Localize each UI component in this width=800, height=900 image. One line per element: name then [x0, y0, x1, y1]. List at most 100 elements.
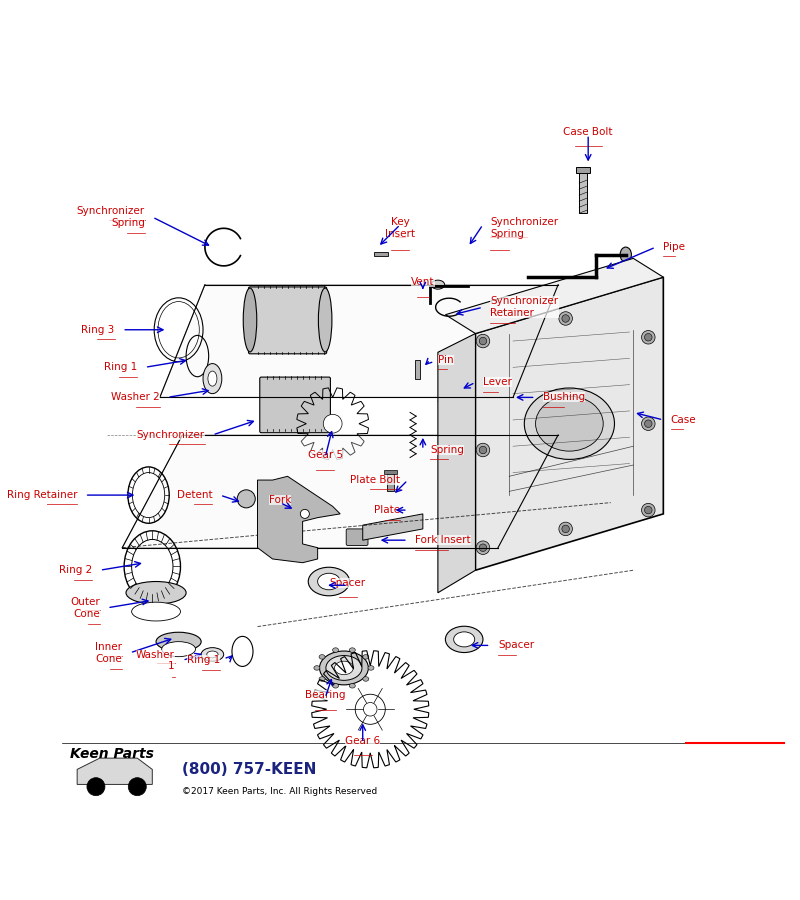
Circle shape: [645, 507, 652, 514]
Ellipse shape: [363, 677, 369, 681]
FancyBboxPatch shape: [260, 377, 330, 433]
Bar: [576, 167, 590, 174]
Text: Bearing: Bearing: [305, 690, 346, 700]
Ellipse shape: [162, 642, 195, 657]
Ellipse shape: [494, 395, 507, 404]
Ellipse shape: [308, 567, 350, 596]
Ellipse shape: [201, 648, 224, 662]
Circle shape: [476, 541, 490, 554]
Circle shape: [476, 443, 490, 457]
Text: ©2017 Keen Parts, Inc. All Rights Reserved: ©2017 Keen Parts, Inc. All Rights Reserv…: [182, 788, 378, 796]
Text: Case: Case: [671, 415, 697, 425]
Circle shape: [642, 503, 655, 517]
Ellipse shape: [243, 288, 257, 352]
Text: Synchronizer: Synchronizer: [137, 430, 205, 440]
Circle shape: [559, 522, 573, 536]
Bar: [579, 172, 586, 213]
Ellipse shape: [326, 655, 362, 680]
Ellipse shape: [203, 364, 222, 393]
Circle shape: [87, 778, 105, 796]
Text: Keen Parts: Keen Parts: [70, 747, 154, 761]
Text: Outer
Cone: Outer Cone: [70, 597, 100, 618]
Text: Inner
Cone: Inner Cone: [95, 642, 122, 663]
Text: Spacer: Spacer: [498, 641, 534, 651]
Ellipse shape: [126, 581, 186, 604]
Text: Washer 2: Washer 2: [111, 392, 160, 402]
Bar: [384, 470, 397, 474]
Text: Bushing: Bushing: [543, 392, 586, 402]
Ellipse shape: [355, 694, 386, 724]
Text: Key
Insert: Key Insert: [386, 217, 415, 239]
Circle shape: [645, 420, 652, 427]
Text: Washer
1: Washer 1: [136, 650, 175, 671]
Polygon shape: [438, 396, 475, 411]
Circle shape: [238, 490, 255, 508]
Bar: [374, 252, 387, 256]
Ellipse shape: [206, 651, 218, 658]
Ellipse shape: [350, 648, 355, 652]
Ellipse shape: [620, 248, 631, 262]
Text: Lever: Lever: [483, 377, 512, 387]
Ellipse shape: [208, 371, 217, 386]
Ellipse shape: [454, 400, 460, 407]
Text: Ring 2: Ring 2: [59, 565, 92, 575]
Text: Fork: Fork: [269, 495, 291, 505]
Text: Plate Bolt: Plate Bolt: [350, 475, 400, 485]
Text: Gear 6: Gear 6: [345, 735, 380, 745]
Text: Ring 1: Ring 1: [104, 363, 138, 373]
Ellipse shape: [300, 509, 310, 518]
Bar: [414, 360, 420, 379]
Text: Ring 3: Ring 3: [82, 325, 114, 335]
Circle shape: [479, 544, 486, 552]
Ellipse shape: [318, 573, 340, 590]
Circle shape: [645, 334, 652, 341]
Text: Pin: Pin: [438, 355, 454, 365]
Ellipse shape: [524, 388, 614, 459]
Circle shape: [562, 315, 570, 322]
Ellipse shape: [323, 414, 342, 433]
Ellipse shape: [319, 677, 325, 681]
Circle shape: [128, 778, 146, 796]
Circle shape: [562, 526, 570, 533]
Circle shape: [642, 417, 655, 430]
Text: Vent: Vent: [411, 277, 434, 287]
Text: Ring 1: Ring 1: [186, 655, 220, 665]
Text: Synchronizer
Spring: Synchronizer Spring: [490, 217, 558, 239]
Circle shape: [642, 330, 655, 344]
Ellipse shape: [132, 602, 181, 621]
Circle shape: [479, 338, 486, 345]
Polygon shape: [77, 758, 152, 785]
Polygon shape: [122, 435, 558, 548]
Ellipse shape: [156, 632, 201, 651]
Text: Pipe: Pipe: [663, 242, 686, 252]
Ellipse shape: [333, 648, 338, 652]
Ellipse shape: [431, 280, 445, 289]
Ellipse shape: [363, 703, 377, 716]
Polygon shape: [258, 476, 340, 562]
Text: Ring Retainer: Ring Retainer: [6, 491, 77, 500]
Text: Gear 5: Gear 5: [307, 450, 342, 460]
Ellipse shape: [314, 666, 320, 670]
Ellipse shape: [350, 684, 355, 688]
Circle shape: [559, 311, 573, 325]
Ellipse shape: [368, 666, 374, 670]
Circle shape: [476, 334, 490, 347]
Text: Case Bolt: Case Bolt: [563, 127, 613, 137]
Text: Plate: Plate: [374, 505, 400, 515]
Text: Spacer: Spacer: [330, 578, 366, 588]
Text: Synchronizer
Spring: Synchronizer Spring: [77, 206, 145, 228]
Bar: [386, 472, 394, 491]
Ellipse shape: [334, 662, 354, 675]
Polygon shape: [475, 277, 663, 571]
Polygon shape: [438, 334, 475, 593]
Text: Spring: Spring: [430, 445, 464, 455]
Circle shape: [479, 446, 486, 454]
Polygon shape: [362, 514, 423, 540]
Ellipse shape: [497, 398, 504, 402]
Text: Detent: Detent: [177, 491, 213, 500]
FancyBboxPatch shape: [346, 529, 368, 545]
Ellipse shape: [446, 626, 483, 652]
Ellipse shape: [319, 651, 368, 685]
Polygon shape: [160, 284, 558, 398]
Ellipse shape: [535, 396, 603, 451]
